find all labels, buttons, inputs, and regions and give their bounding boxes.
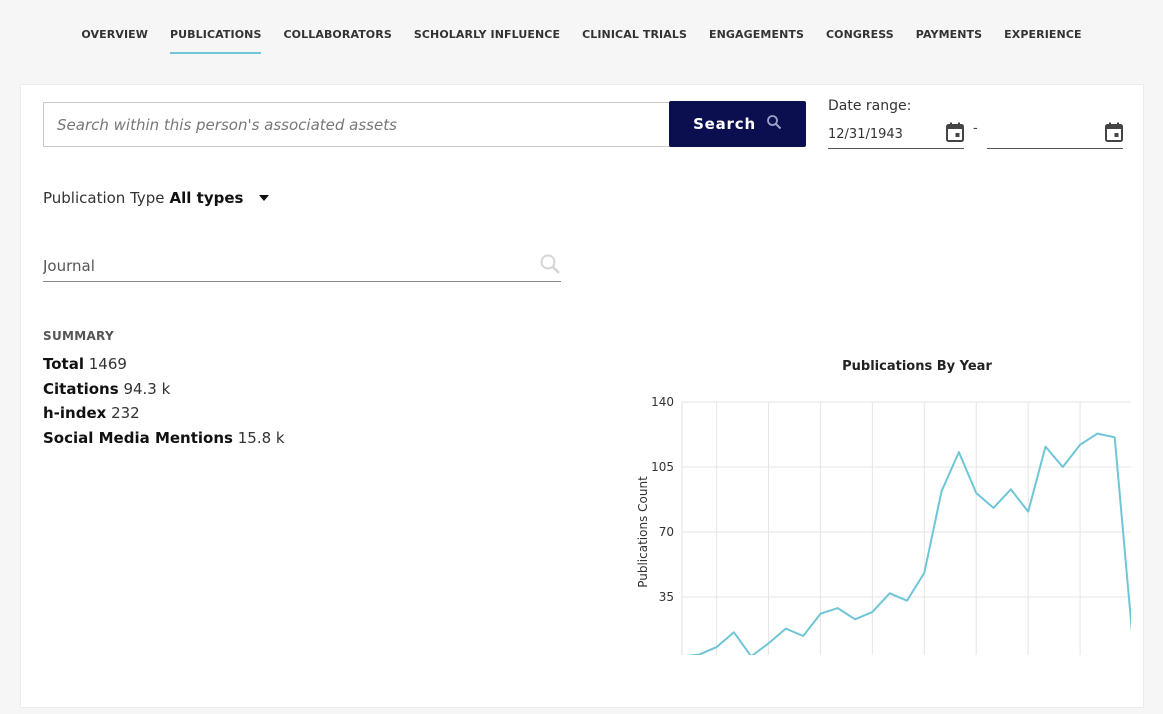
- caret-down-icon: [259, 195, 270, 201]
- plot-area: [681, 401, 1133, 663]
- search-button-label: Search: [693, 115, 756, 133]
- calendar-icon[interactable]: [946, 122, 964, 147]
- publications-panel: Search Date range: 12/31/1943 -: [20, 84, 1144, 708]
- date-from-value: 12/31/1943: [828, 127, 903, 142]
- summary-label: Total: [43, 355, 84, 373]
- search-button[interactable]: Search: [669, 101, 806, 147]
- tab-overview[interactable]: OVERVIEW: [81, 28, 148, 41]
- summary-value: 232: [111, 404, 140, 423]
- publication-type-value: All types: [169, 189, 244, 207]
- chart-svg: Publications By Year03570105140199720002…: [636, 359, 1136, 703]
- summary-row: Total 1469: [43, 355, 285, 380]
- tab-congress[interactable]: CONGRESS: [826, 28, 894, 41]
- tab-experience[interactable]: EXPERIENCE: [1004, 28, 1082, 41]
- summary-value: 1469: [88, 355, 127, 373]
- chart-title: Publications By Year: [842, 359, 992, 374]
- date-to-field[interactable]: [987, 121, 1123, 149]
- summary-heading: SUMMARY: [43, 329, 114, 343]
- summary-label: h-index: [43, 404, 107, 423]
- summary-value: 94.3 k: [123, 379, 171, 398]
- tab-publications[interactable]: PUBLICATIONS: [159, 28, 273, 54]
- summary-label: Social Media Mentions: [43, 429, 233, 448]
- tab-scholarly-influence[interactable]: SCHOLARLY INFLUENCE: [413, 28, 561, 41]
- search-input[interactable]: [57, 115, 671, 134]
- y-tick-label: 70: [659, 525, 674, 539]
- summary-row: Citations 94.3 k: [43, 380, 285, 405]
- search-box[interactable]: [43, 102, 671, 147]
- journal-input[interactable]: [43, 257, 510, 275]
- tab-clinical-trials[interactable]: CLINICAL TRIALS: [582, 28, 687, 41]
- date-from-field[interactable]: 12/31/1943: [828, 121, 964, 149]
- y-axis-label: Publications Count: [636, 476, 650, 588]
- y-tick-label: 140: [651, 395, 674, 409]
- y-tick-label: 35: [659, 590, 674, 604]
- summary-value: 15.8 k: [237, 429, 285, 448]
- y-tick-label: 105: [651, 460, 674, 474]
- calendar-icon[interactable]: [1105, 122, 1123, 147]
- journal-filter[interactable]: [43, 251, 561, 282]
- search-icon[interactable]: [539, 253, 561, 280]
- tab-payments[interactable]: PAYMENTS: [915, 28, 983, 41]
- publication-type-dropdown[interactable]: Publication Type All types: [43, 189, 270, 207]
- summary-list: Total 1469 Citations 94.3 k h-index 232 Soc…: [43, 355, 285, 454]
- summary-row: h-index 232: [43, 404, 285, 429]
- tab-engagements[interactable]: ENGAGEMENTS: [709, 28, 804, 41]
- publications-by-year-chart: Publications By Year03570105140199720002…: [611, 345, 1136, 703]
- publication-type-label: Publication Type: [43, 189, 165, 207]
- summary-label: Citations: [43, 379, 119, 398]
- nav-tabs: OVERVIEW PUBLICATIONS COLLABORATORS SCHOLAR…: [70, 28, 1092, 54]
- date-separator: -: [973, 119, 978, 135]
- search-icon: [766, 114, 782, 134]
- top-nav: OVERVIEW PUBLICATIONS COLLABORATORS SCHOLAR…: [0, 0, 1163, 70]
- tab-collaborators[interactable]: COLLABORATORS: [283, 28, 392, 41]
- summary-row: Social Media Mentions 15.8 k: [43, 429, 285, 454]
- date-range-label: Date range:: [828, 98, 912, 114]
